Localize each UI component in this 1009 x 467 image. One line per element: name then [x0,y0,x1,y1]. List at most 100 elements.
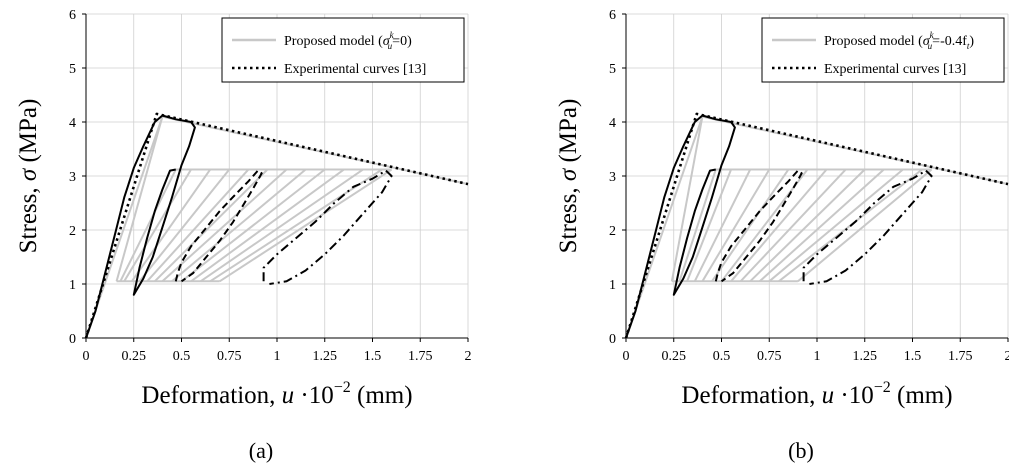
model-unload-line [670,116,704,282]
model-unload-line [701,169,771,282]
x-axis-title-part: u [282,382,295,409]
x-tick-label: 1.25 [313,349,338,364]
legend-label-model-sup: k [930,30,935,40]
legend-label-model-sup: k [390,30,395,40]
chart-b-svg: 0 0.25 0.5 0.75 1 1.25 1.5 1.75 2 0 1 2 3 4 5 6 Proposed… [555,8,1009,463]
x-tick-label: 1.75 [408,349,433,364]
legend-label-model-tail-end: ) [969,34,974,49]
x-tick-label: 0.5 [173,349,191,364]
model-unload-line [180,168,326,283]
x-tick-label: 1 [274,349,281,364]
y-tick-label: 4 [609,116,616,131]
chart-a-svg: 0 0.25 0.5 0.75 1 1.25 1.5 1.75 2 0 1 2 3 4 5 6 Proposed… [15,8,472,463]
model-unload-line [720,168,809,282]
x-tick-label: 1.25 [853,349,878,364]
x-axis-title-part: u [822,382,835,409]
legend-label-model-main: Proposed model ( [824,34,923,49]
legend: Proposed model (σk u=0) Experimental curve… [221,17,465,83]
y-axis-title: Stress, σ (MPa) [555,99,582,254]
x-axis-title-part: ·10 [294,382,334,409]
model-unload-line [768,168,904,283]
legend-label-model: Proposed model (σk u=0) [284,30,412,51]
y-tick-label: 5 [69,62,76,77]
panel-caption: (a) [249,438,273,463]
x-axis-title-part: Deformation, [681,382,821,409]
legend-label-experimental: Experimental curves [13] [824,62,966,77]
legend-label-experimental: Experimental curves [13] [284,62,426,77]
model-unload-line [200,168,364,283]
y-tick-label: 0 [609,332,616,347]
experimental-envelope-line [624,112,1009,339]
legend-label-model: Proposed model (σk u=-0.4ft) [824,30,974,51]
model-unload-line [730,168,828,282]
model-series [85,115,469,339]
x-tick-label: 2 [1005,349,1009,364]
legend-label-model-tail: =0) [392,34,412,49]
model-unload-line [119,169,177,282]
y-tick-label: 2 [69,224,76,239]
legend: Proposed model (σk u=-0.4ft)Experimental … [761,17,1005,83]
legend-label-model-sub: u [928,41,933,51]
y-axis-title-part: Stress, [555,181,582,253]
y-tick-label: 0 [69,332,76,347]
x-axis-title-part: −2 [334,379,351,396]
model-unload-line [138,168,231,282]
model-unload-line [131,168,211,282]
x-tick-label: 0.75 [757,349,782,364]
y-tick-label: 1 [69,278,76,293]
x-axis-title-part: −2 [874,379,891,396]
legend-label-model-tail: =-0.4f [932,34,967,49]
y-axis-title: Stress, σ (MPa) [15,99,42,254]
y-axis-title-part: (MPa) [555,99,582,169]
legend-label-model-main: Proposed model ( [284,34,383,49]
model-unload-line [171,168,307,283]
x-tick-label: 0.25 [122,349,147,364]
model-unload-line [209,168,383,283]
x-axis-title-part: Deformation, [141,382,281,409]
legend-label-model-sub: u [388,41,393,51]
experimental-loop-dashdot [262,169,393,285]
y-tick-label: 3 [69,170,76,185]
y-axis-title-part: σ [15,167,42,181]
x-tick-label: 1.5 [904,349,922,364]
chart-panel-a: 0 0.25 0.5 0.75 1 1.25 1.5 1.75 2 0 1 2 3 4 5 6 Proposed… [0,0,500,467]
y-tick-label: 1 [609,278,616,293]
y-axis-title-part: Stress, [15,181,42,253]
x-tick-label: 1 [814,349,821,364]
model-unload-line [797,168,933,283]
experimental-envelope-line [84,112,469,339]
x-tick-label: 2 [465,349,472,364]
legend-label-model-symbol: σ [383,34,391,49]
x-tick-label: 1.5 [364,349,382,364]
x-axis-title: Deformation, u ·10−2 (mm) [681,379,952,409]
y-tick-label: 2 [609,224,616,239]
legend-label-model-symbol: σ [923,34,931,49]
model-unload-line [678,169,717,282]
y-tick-label: 6 [69,8,76,23]
x-axis-title: Deformation, u ·10−2 (mm) [141,379,412,409]
model-unload-line [190,168,345,283]
y-tick-label: 5 [609,62,616,77]
model-unload-line [711,168,790,282]
experimental-loop-solid [625,114,736,339]
model-unload-line [759,168,885,283]
legend-box [761,17,1005,83]
y-axis-title-part: (MPa) [15,99,42,169]
x-tick-label: 0 [623,349,630,364]
model-unload-line [686,169,732,282]
legend-label-model-tail-sub: t [967,41,970,51]
x-axis-title-part: ·10 [834,382,874,409]
x-tick-label: 0.75 [217,349,242,364]
model-unload-line [123,169,192,282]
model-unload-line [146,168,250,282]
model-unload-line [739,168,847,282]
panel-caption: (b) [788,438,814,463]
x-tick-label: 0 [83,349,90,364]
model-unload-line [161,168,288,283]
x-axis-title-part: (mm) [891,382,953,409]
x-tick-label: 0.5 [713,349,731,364]
model-unload-line [693,169,752,282]
chart-panel-b: 0 0.25 0.5 0.75 1 1.25 1.5 1.75 2 0 1 2 3 4 5 6 Proposed… [540,0,1009,467]
x-axis-title-part: (mm) [351,382,413,409]
y-tick-label: 6 [609,8,616,23]
